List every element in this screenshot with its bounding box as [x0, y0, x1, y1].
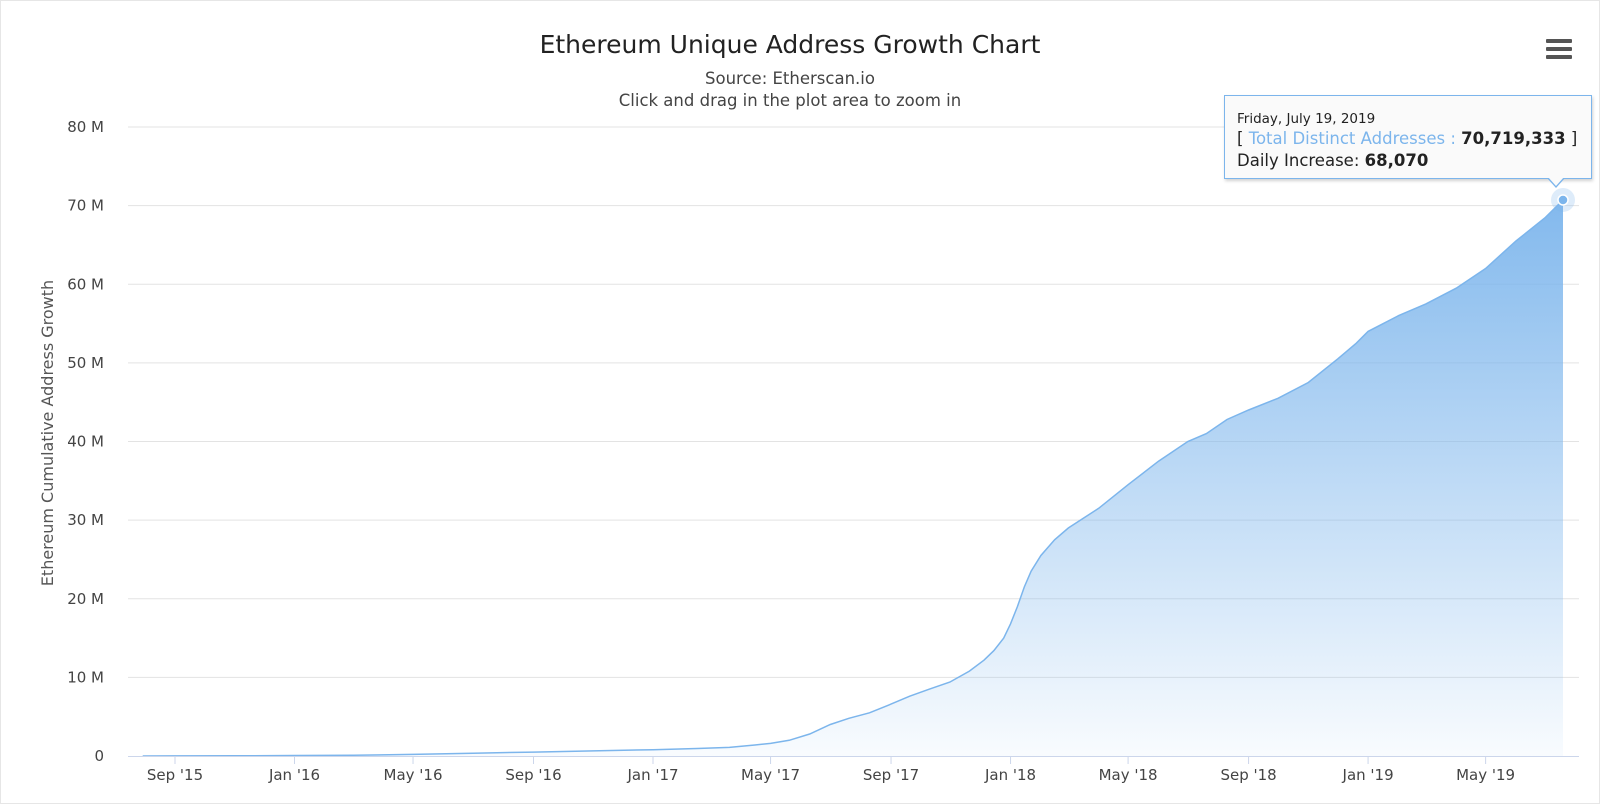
- tooltip-close-bracket: ]: [1570, 129, 1578, 148]
- x-tick-label: Jan '16: [268, 766, 320, 784]
- tooltip-open-bracket: [: [1237, 129, 1244, 148]
- tooltip-date: Friday, July 19, 2019: [1237, 111, 1376, 127]
- tooltip-daily-value: 68,070: [1364, 151, 1429, 170]
- x-tick-label: May '16: [384, 766, 443, 784]
- x-tick-label: Sep '16: [505, 766, 561, 784]
- y-tick-label: 0: [94, 747, 104, 765]
- chart-title: Ethereum Unique Address Growth Chart: [540, 30, 1041, 59]
- y-tick-label: 60 M: [67, 275, 104, 293]
- tooltip-series-name: Total Distinct Addresses :: [1248, 129, 1456, 148]
- hamburger-menu-icon[interactable]: [1546, 39, 1572, 63]
- x-tick-label: Sep '15: [147, 766, 203, 784]
- tooltip-daily-row: Daily Increase: 68,070: [1237, 150, 1591, 172]
- y-tick-label: 20 M: [67, 590, 104, 608]
- tooltip-daily-label: Daily Increase:: [1237, 151, 1360, 170]
- tooltip-series-value: 70,719,333: [1461, 129, 1566, 148]
- y-axis-ticks: 0 10 M 20 M 30 M 40 M 50 M 60 M 70 M 80 M: [67, 118, 104, 765]
- series-line: [142, 199, 1564, 757]
- data-tooltip: Friday, July 19, 2019 [ Total Distinct A…: [1224, 95, 1592, 179]
- x-tick-label: Sep '17: [863, 766, 919, 784]
- hover-point-marker[interactable]: [1557, 194, 1569, 206]
- x-tick-label: Jan '19: [1342, 766, 1394, 784]
- series-area-fill: [142, 200, 1564, 756]
- y-tick-label: 70 M: [67, 197, 104, 215]
- menu-bar: [1546, 39, 1572, 43]
- menu-bar: [1546, 55, 1572, 59]
- y-axis-title: Ethereum Cumulative Address Growth: [38, 280, 57, 586]
- menu-bar: [1546, 47, 1572, 51]
- chart-subtitle: Source: Etherscan.io: [705, 69, 875, 88]
- x-axis-ticks: Sep '15 Jan '16 May '16 Sep '16 Jan '17 May '…: [147, 756, 1515, 784]
- tooltip-pointer-inner: [1548, 177, 1564, 186]
- chart-subtitle-zoom-hint: Click and drag in the plot area to zoom …: [619, 91, 961, 110]
- x-tick-label: May '17: [741, 766, 800, 784]
- y-tick-label: 50 M: [67, 354, 104, 372]
- x-tick-label: May '18: [1099, 766, 1158, 784]
- x-tick-label: May '19: [1456, 766, 1515, 784]
- tooltip-series-row: [ Total Distinct Addresses : 70,719,333 …: [1237, 128, 1591, 150]
- y-tick-label: 10 M: [67, 668, 104, 686]
- x-tick-label: Sep '18: [1220, 766, 1276, 784]
- y-tick-label: 40 M: [67, 433, 104, 451]
- y-tick-label: 80 M: [67, 118, 104, 136]
- x-tick-label: Jan '17: [626, 766, 678, 784]
- x-tick-label: Jan '18: [984, 766, 1036, 784]
- y-tick-label: 30 M: [67, 511, 104, 529]
